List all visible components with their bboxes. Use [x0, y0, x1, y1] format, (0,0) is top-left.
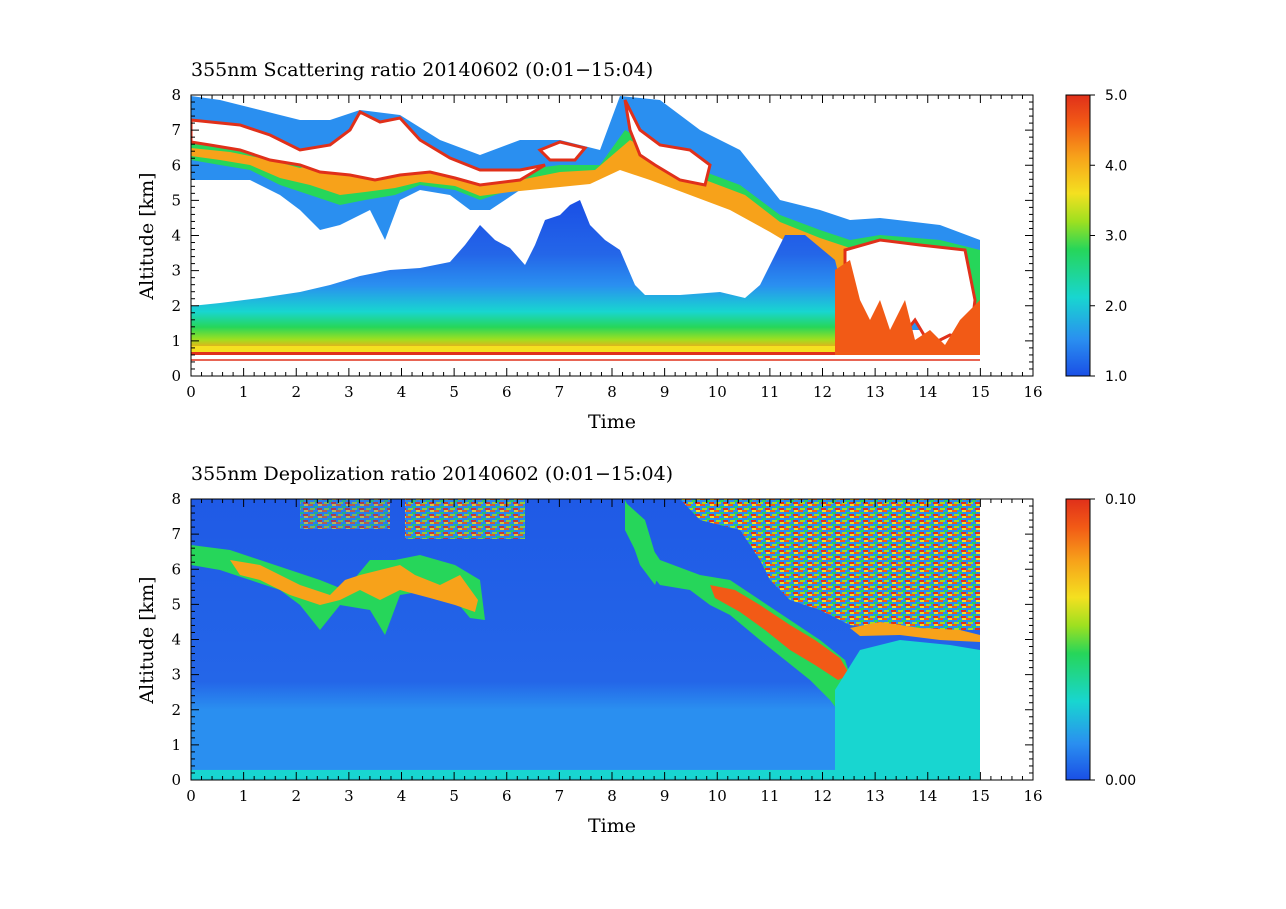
y-tick-label: 6 [171, 156, 181, 174]
x-tick-label: 14 [918, 383, 937, 401]
panel1-colorbar [1065, 94, 1091, 377]
depolarization-late-plume [835, 640, 980, 780]
x-tick-label: 11 [760, 383, 779, 401]
panel1-ylabel: Altitude [km] [136, 172, 158, 300]
depolarization-blank-region [980, 499, 1033, 780]
x-tick-label: 12 [813, 787, 832, 805]
panel2-y-ticks: 0 1 2 3 4 5 6 7 8 [171, 490, 1033, 789]
y-tick-label: 7 [171, 525, 181, 543]
y-tick-label: 7 [171, 121, 181, 139]
depolarization-heatmap [191, 499, 1033, 780]
x-tick-label: 2 [291, 787, 301, 805]
panel2-title: 355nm Depolization ratio 20140602 (0:01−… [191, 463, 673, 485]
x-tick-label: 0 [186, 787, 196, 805]
x-tick-label: 11 [760, 787, 779, 805]
panel1-y-ticks: 0 1 2 3 4 5 6 7 8 [171, 86, 1033, 385]
panel-depolarization: 355nm Depolization ratio 20140602 (0:01−… [136, 463, 1136, 837]
y-tick-label: 2 [171, 297, 181, 315]
x-tick-label: 5 [449, 383, 459, 401]
x-tick-label: 15 [971, 787, 990, 805]
scattering-cloud-saturated-3 [537, 140, 588, 162]
x-tick-label: 9 [660, 787, 670, 805]
panel1-colorbar-ticks: 1.0 2.0 3.0 4.0 5.0 [1090, 88, 1127, 385]
y-tick-label: 3 [171, 666, 181, 684]
y-tick-label: 2 [171, 701, 181, 719]
x-tick-label: 8 [607, 383, 617, 401]
panel2-x-ticks: 0 1 2 3 4 5 6 7 8 9 10 11 12 13 14 15 16 [186, 499, 1043, 805]
x-tick-label: 7 [555, 383, 565, 401]
scattering-cloud-orange [191, 140, 850, 330]
y-tick-label: 8 [171, 86, 181, 104]
x-tick-label: 9 [660, 383, 670, 401]
x-tick-label: 12 [813, 383, 832, 401]
colorbar-tick-label: 0.00 [1105, 773, 1136, 789]
scattering-cloud-saturated-2 [623, 99, 712, 187]
panel-scattering: 355nm Scattering ratio 20140602 (0:01−15… [136, 59, 1127, 433]
x-tick-label: 10 [708, 383, 727, 401]
scattering-heatmap [191, 96, 980, 361]
y-tick-label: 3 [171, 262, 181, 280]
x-tick-label: 3 [344, 787, 354, 805]
depolarization-noise-3 [680, 499, 980, 630]
scattering-surface-line [191, 352, 980, 355]
x-tick-label: 0 [186, 383, 196, 401]
x-tick-label: 13 [866, 383, 885, 401]
panel2-colorbar [1065, 498, 1091, 781]
panel2-colorbar-ticks: 0.00 0.10 [1090, 492, 1136, 789]
depolarization-noise-2 [405, 499, 525, 539]
y-tick-label: 5 [171, 191, 181, 209]
x-tick-label: 16 [1023, 787, 1042, 805]
x-tick-label: 2 [291, 383, 301, 401]
x-tick-label: 1 [239, 787, 249, 805]
x-tick-label: 1 [239, 383, 249, 401]
y-tick-label: 4 [171, 631, 181, 649]
y-tick-label: 5 [171, 595, 181, 613]
scattering-near-surface [191, 355, 980, 360]
x-tick-label: 4 [397, 383, 407, 401]
x-tick-label: 6 [502, 383, 512, 401]
x-tick-label: 13 [866, 787, 885, 805]
colorbar-tick-label: 2.0 [1105, 299, 1127, 315]
x-tick-label: 7 [555, 787, 565, 805]
x-tick-label: 3 [344, 383, 354, 401]
x-tick-label: 4 [397, 787, 407, 805]
y-tick-label: 4 [171, 227, 181, 245]
colorbar-tick-label: 3.0 [1105, 229, 1127, 245]
panel1-x-ticks: 0 1 2 3 4 5 6 7 8 9 10 11 12 13 14 15 16 [186, 95, 1043, 401]
depolarization-high-layer [850, 622, 980, 642]
colorbar-tick-label: 0.10 [1105, 492, 1136, 508]
x-tick-label: 14 [918, 787, 937, 805]
y-tick-label: 1 [171, 736, 181, 754]
panel2-ylabel: Altitude [km] [136, 576, 158, 704]
colorbar-tick-label: 4.0 [1105, 158, 1127, 174]
depolarization-surface [191, 770, 980, 778]
x-tick-label: 8 [607, 787, 617, 805]
x-tick-label: 15 [971, 383, 990, 401]
x-tick-label: 5 [449, 787, 459, 805]
y-tick-label: 0 [171, 771, 181, 789]
y-tick-label: 6 [171, 560, 181, 578]
y-tick-label: 1 [171, 332, 181, 350]
panel2-xlabel: Time [588, 815, 636, 837]
x-tick-label: 6 [502, 787, 512, 805]
panel1-title: 355nm Scattering ratio 20140602 (0:01−15… [191, 59, 653, 81]
x-tick-label: 16 [1023, 383, 1042, 401]
colorbar-tick-label: 1.0 [1105, 369, 1127, 385]
depolarization-upper-streak [625, 502, 660, 585]
scattering-surface-layer [191, 346, 841, 354]
depolarization-noise-1 [300, 499, 390, 529]
depolarization-cloud-orange [230, 560, 478, 612]
panel1-xlabel: Time [588, 411, 636, 433]
scattering-cloud-saturated [191, 110, 546, 187]
y-tick-label: 0 [171, 367, 181, 385]
y-tick-label: 8 [171, 490, 181, 508]
scattering-boundary-layer [191, 200, 845, 355]
depolarization-cloud-diag-orange [710, 585, 850, 680]
colorbar-tick-label: 5.0 [1105, 88, 1127, 104]
scattering-late-cloud [835, 260, 980, 355]
x-tick-label: 10 [708, 787, 727, 805]
